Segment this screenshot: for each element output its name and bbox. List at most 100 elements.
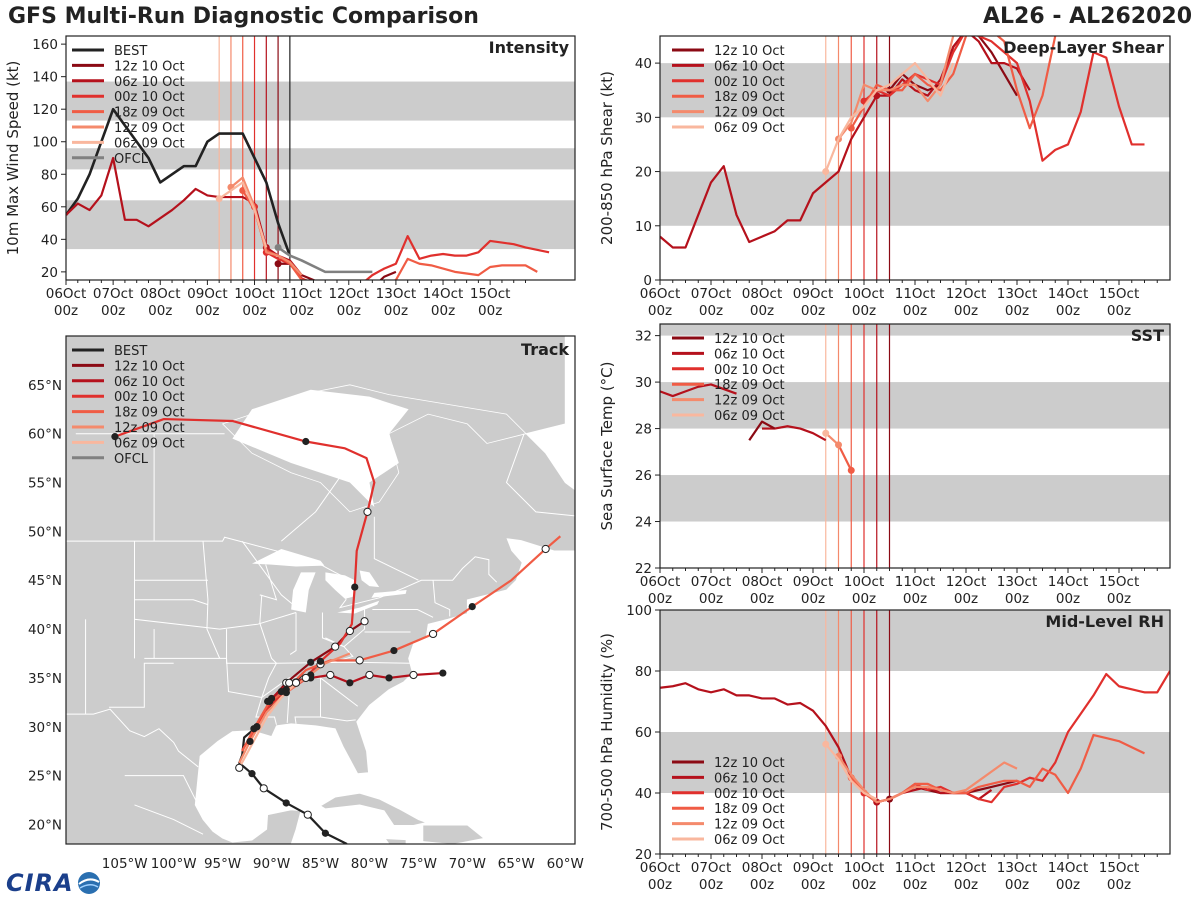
lon-tick-label: 95°W bbox=[204, 856, 241, 872]
track-point-open bbox=[235, 763, 244, 772]
x-tick-label-hour: 00z bbox=[699, 591, 723, 607]
series-line-06z-10-Oct bbox=[660, 383, 737, 398]
series-line-18z-09-Oct bbox=[837, 444, 853, 471]
x-tick-label-day: 15Oct bbox=[1099, 860, 1140, 876]
series-line-12z-10-Oct bbox=[748, 420, 776, 441]
lat-tick-label: 40°N bbox=[28, 622, 62, 638]
x-tick-label-day: 06Oct bbox=[640, 286, 681, 302]
x-tick-label-hour: 00z bbox=[242, 303, 266, 319]
lat-tick-label: 30°N bbox=[28, 720, 62, 736]
lon-tick-label: 60°W bbox=[547, 856, 584, 872]
lon-tick-label: 70°W bbox=[449, 856, 486, 872]
y-axis-label: 200-850 hPa Shear (kt) bbox=[598, 71, 616, 245]
plot-frame bbox=[65, 35, 576, 281]
x-tick-label-day: 13Oct bbox=[997, 860, 1038, 876]
x-tick-label-hour: 00z bbox=[431, 303, 455, 319]
track-point-filled bbox=[439, 669, 447, 677]
boundary-line bbox=[134, 599, 209, 606]
land-cuba bbox=[319, 792, 428, 826]
legend-label-12z-09-Oct: 12z 09 Oct bbox=[714, 106, 785, 121]
x-tick-label-hour: 00z bbox=[852, 303, 876, 319]
x-tick-label-hour: 00z bbox=[648, 591, 672, 607]
track-point-open bbox=[541, 544, 550, 554]
legend-label-18z-09-Oct: 18z 09 Oct bbox=[114, 406, 185, 421]
y-tick-label: 26 bbox=[635, 468, 652, 484]
x-tick-label-day: 13Oct bbox=[997, 286, 1038, 302]
legend-label-12z-10-Oct: 12z 10 Oct bbox=[714, 756, 785, 771]
x-tick-label-day: 15Oct bbox=[1099, 286, 1140, 302]
logo-text: CIRA bbox=[6, 869, 74, 897]
shading-band bbox=[660, 382, 1170, 429]
y-tick-label: 28 bbox=[635, 422, 652, 438]
lon-tick-label: 80°W bbox=[351, 856, 388, 872]
legend-label-12z-09-Oct: 12z 09 Oct bbox=[714, 818, 785, 833]
legend-label-BEST: BEST bbox=[114, 344, 147, 359]
legend-label-12z-09-Oct: 12z 09 Oct bbox=[714, 394, 785, 409]
x-tick-label-hour: 00z bbox=[195, 303, 219, 319]
track-point-filled bbox=[248, 770, 256, 778]
series-group bbox=[660, 670, 1170, 806]
legend-label-12z-10-Oct: 12z 10 Oct bbox=[714, 44, 785, 59]
series-line-12z-09-Oct bbox=[837, 36, 955, 140]
x-tick-label-hour: 00z bbox=[750, 877, 774, 893]
x-tick-label-day: 08Oct bbox=[742, 574, 783, 590]
lake bbox=[251, 548, 325, 567]
track-point-open bbox=[291, 678, 301, 687]
x-tick-label-day: 10Oct bbox=[844, 860, 885, 876]
boundary-line bbox=[134, 541, 297, 630]
y-tick-label: 40 bbox=[635, 56, 652, 72]
x-tick-label-hour: 00z bbox=[1005, 303, 1029, 319]
boundary-line bbox=[259, 564, 278, 601]
x-tick-label-hour: 00z bbox=[903, 877, 927, 893]
track-point-filled bbox=[316, 657, 325, 665]
track-point-filled bbox=[385, 674, 393, 682]
track-point-filled bbox=[282, 688, 290, 697]
lake bbox=[291, 572, 316, 613]
track-point-open bbox=[360, 617, 369, 626]
series-group bbox=[660, 383, 855, 474]
y-tick-label: 100 bbox=[626, 603, 652, 619]
lat-tick-label: 45°N bbox=[28, 573, 62, 589]
legend-label-06z-09-Oct: 06z 09 Oct bbox=[714, 833, 785, 848]
x-tick-label-hour: 00z bbox=[337, 303, 361, 319]
plot-background bbox=[660, 324, 1170, 568]
cira-logo: CIRA bbox=[6, 868, 104, 898]
globe-icon bbox=[77, 872, 100, 894]
y-tick-label: 24 bbox=[635, 515, 652, 531]
legend-label-06z-09-Oct: 06z 09 Oct bbox=[714, 409, 785, 424]
legend-label-00z-10-Oct: 00z 10 Oct bbox=[114, 390, 185, 405]
x-tick-label-day: 12Oct bbox=[329, 286, 370, 302]
legend-label-12z-10-Oct: 12z 10 Oct bbox=[714, 332, 785, 347]
legend-label-06z-09-Oct: 06z 09 Oct bbox=[114, 136, 185, 151]
lat-tick-label: 60°N bbox=[28, 427, 62, 443]
land-north-america bbox=[66, 336, 575, 844]
x-tick-label-day: 13Oct bbox=[997, 574, 1038, 590]
y-tick-label: 20 bbox=[635, 847, 652, 863]
x-tick-label-hour: 00z bbox=[903, 303, 927, 319]
series-point bbox=[822, 429, 830, 437]
legend-label-06z-10-Oct: 06z 10 Oct bbox=[114, 75, 185, 90]
boundary-line bbox=[372, 609, 434, 618]
lake bbox=[337, 600, 380, 614]
x-tick-label-hour: 00z bbox=[1056, 303, 1080, 319]
x-tick-label-hour: 00z bbox=[852, 877, 876, 893]
x-tick-label-day: 12Oct bbox=[946, 574, 987, 590]
legend-label-06z-10-Oct: 06z 10 Oct bbox=[114, 375, 185, 390]
series-line-06z-10-Oct bbox=[660, 682, 993, 804]
series-line-OFCL bbox=[277, 246, 373, 274]
legend-label-06z-10-Oct: 06z 10 Oct bbox=[714, 59, 785, 74]
lon-tick-label: 65°W bbox=[498, 856, 535, 872]
boundary-line bbox=[281, 409, 375, 542]
x-tick-label-day: 07Oct bbox=[691, 574, 732, 590]
x-tick-label-day: 10Oct bbox=[844, 286, 885, 302]
x-tick-label-day: 12Oct bbox=[946, 860, 987, 876]
y-tick-label: 80 bbox=[41, 167, 58, 183]
y-tick-label: 32 bbox=[635, 329, 652, 345]
series-point bbox=[274, 243, 282, 251]
boundary-line bbox=[289, 612, 297, 655]
boundary-line bbox=[109, 662, 174, 708]
lon-tick-label: 85°W bbox=[302, 856, 339, 872]
series-line-BEST bbox=[66, 107, 292, 257]
